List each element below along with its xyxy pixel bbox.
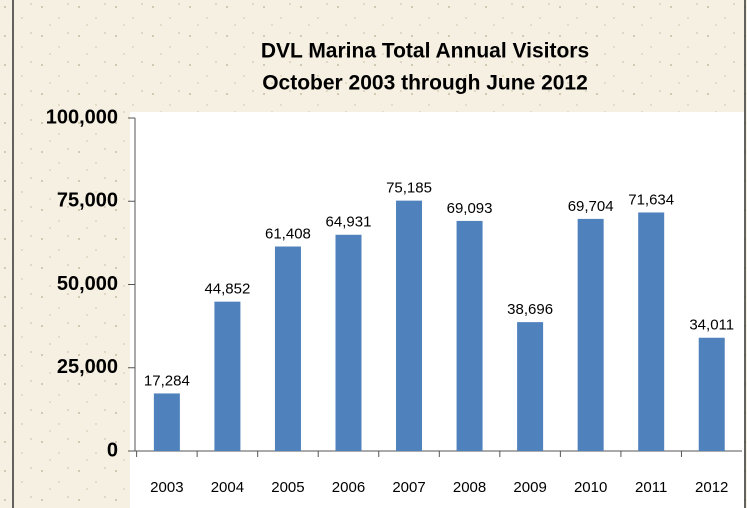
bar bbox=[517, 322, 544, 451]
bar bbox=[456, 220, 483, 451]
value-label: 75,185 bbox=[386, 180, 432, 197]
x-tick-label: 2006 bbox=[332, 479, 365, 496]
x-tick-label: 2010 bbox=[574, 479, 607, 496]
y-tick-label: 25,000 bbox=[57, 356, 118, 378]
chart-title: DVL Marina Total Annual Visitors bbox=[261, 40, 589, 63]
value-label: 44,852 bbox=[204, 281, 250, 298]
x-tick-label: 2009 bbox=[513, 479, 546, 496]
x-tick-label: 2005 bbox=[271, 479, 304, 496]
value-label: 69,093 bbox=[447, 200, 493, 217]
y-tick-label: 100,000 bbox=[46, 106, 118, 128]
value-label: 71,634 bbox=[628, 191, 674, 208]
bar bbox=[335, 234, 362, 451]
x-tick-label: 2007 bbox=[392, 479, 425, 496]
bar bbox=[698, 337, 725, 451]
bar bbox=[214, 301, 241, 451]
bar bbox=[153, 393, 180, 451]
x-tick-label: 2004 bbox=[211, 479, 244, 496]
value-label: 64,931 bbox=[326, 214, 372, 231]
y-tick-label: 50,000 bbox=[57, 273, 118, 295]
x-tick-label: 2008 bbox=[453, 479, 486, 496]
value-label: 38,696 bbox=[507, 301, 553, 318]
value-label: 34,011 bbox=[689, 317, 734, 334]
x-tick-label: 2011 bbox=[635, 479, 667, 496]
bar bbox=[396, 200, 423, 451]
x-tick-label: 2012 bbox=[695, 479, 728, 496]
value-label: 61,408 bbox=[265, 225, 311, 242]
value-label: 17,284 bbox=[144, 372, 190, 389]
chart-subtitle: October 2003 through June 2012 bbox=[262, 72, 588, 95]
y-tick-label: 75,000 bbox=[57, 190, 118, 212]
x-tick-label: 2003 bbox=[150, 479, 183, 496]
bar bbox=[577, 218, 604, 451]
value-label: 69,704 bbox=[568, 198, 614, 215]
bar bbox=[274, 246, 301, 451]
bar bbox=[638, 212, 665, 451]
y-tick-label: 0 bbox=[107, 439, 118, 461]
